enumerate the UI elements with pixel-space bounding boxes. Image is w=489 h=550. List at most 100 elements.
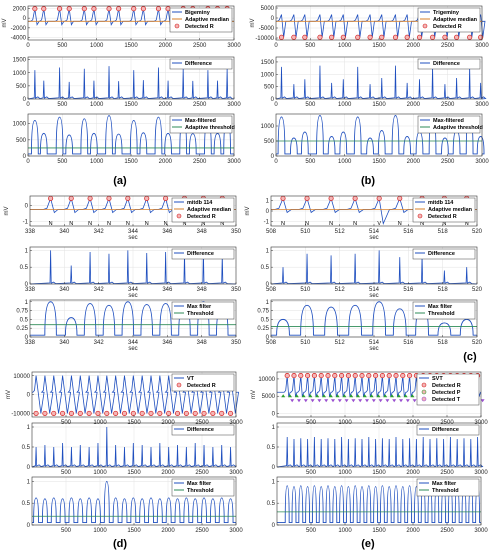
y-tick-label: 0 bbox=[271, 97, 275, 103]
y-tick-label: 1 bbox=[27, 425, 31, 431]
y-tick-label: 0 bbox=[266, 209, 270, 215]
detected-p-marker bbox=[315, 394, 320, 398]
detected-p-marker bbox=[349, 394, 354, 398]
panel-label-d: (d) bbox=[113, 538, 127, 550]
x-tick-label: 1500 bbox=[124, 159, 138, 165]
legend-label: Threshold bbox=[432, 488, 459, 494]
detected-r-marker bbox=[228, 410, 234, 416]
detected-r-marker bbox=[192, 410, 198, 416]
x-tick-label: 518 bbox=[438, 287, 449, 293]
legend-label: Adaptive median bbox=[185, 17, 230, 23]
detected-r-marker bbox=[201, 410, 207, 416]
legend-label: Difference bbox=[187, 251, 214, 257]
x-tick-label: 2500 bbox=[195, 470, 209, 476]
detected-r-marker bbox=[345, 373, 351, 379]
detected-p-marker bbox=[356, 394, 360, 398]
x-tick-label: 348 bbox=[197, 340, 208, 346]
detected-r-marker bbox=[60, 410, 66, 416]
detected-t-marker bbox=[351, 399, 356, 403]
y-tick-label: 1 bbox=[272, 425, 276, 431]
y-tick-label: 0.5 bbox=[261, 265, 270, 271]
x-tick-label: 2000 bbox=[407, 159, 421, 165]
x-tick-label: 2500 bbox=[193, 159, 207, 165]
detected-p-marker bbox=[328, 394, 333, 398]
x-tick-label: 500 bbox=[61, 470, 72, 476]
y-tick-label: 0 bbox=[23, 16, 27, 22]
x-tick-label: 3000 bbox=[474, 470, 488, 476]
detected-r-marker bbox=[404, 34, 410, 40]
y-tick-label: -2000 bbox=[11, 26, 27, 32]
y-tick-label: 5000 bbox=[261, 6, 275, 12]
difference-trace bbox=[276, 436, 484, 468]
x-tick-label: 500 bbox=[57, 102, 68, 108]
legend-label: Adaptive threshold bbox=[185, 125, 235, 131]
subplot-c5: 508 510 512 514 516 518 520 0 0.5 1 sec Difference bbox=[261, 246, 483, 299]
legend-box bbox=[416, 424, 480, 436]
x-tick-label: 350 bbox=[231, 229, 242, 235]
difference-trace bbox=[27, 66, 235, 100]
x-tick-label: 340 bbox=[59, 229, 70, 235]
x-tick-label: 2000 bbox=[159, 159, 173, 165]
x-tick-label: 2500 bbox=[440, 528, 454, 534]
x-tick-label: 512 bbox=[335, 287, 346, 293]
x-axis-label: sec bbox=[128, 235, 137, 241]
detected-r-marker bbox=[139, 410, 145, 416]
y-tick-label: 0 bbox=[27, 393, 31, 399]
y-tick-label: 0.5 bbox=[20, 265, 29, 271]
x-axis-label: sec bbox=[369, 293, 378, 299]
x-tick-label: 2000 bbox=[161, 470, 175, 476]
x-tick-label: 2000 bbox=[159, 102, 173, 108]
max-filter-trace bbox=[32, 480, 236, 524]
detected-r-marker bbox=[355, 34, 361, 40]
subplots-layer: 0 500 1000 1500 2000 2500 300020000-2000-4000m… bbox=[2, 5, 489, 534]
detected-r-marker bbox=[157, 410, 163, 416]
y-tick-label: 0 bbox=[272, 465, 276, 471]
beat-label: N bbox=[164, 221, 168, 227]
detected-r-marker bbox=[386, 373, 392, 379]
detected-r-marker bbox=[219, 410, 225, 416]
legend-marker bbox=[421, 389, 427, 395]
legend-box bbox=[169, 58, 233, 70]
x-tick-label: 346 bbox=[162, 287, 173, 293]
detected-r-marker bbox=[359, 373, 365, 379]
detected-r-marker bbox=[305, 373, 311, 379]
detected-r-marker bbox=[416, 34, 423, 40]
legend-label: Detected R bbox=[187, 214, 216, 220]
y-tick-label: 2000 bbox=[13, 6, 27, 12]
beat-label: N bbox=[49, 221, 53, 227]
legend-label: Detected T bbox=[432, 397, 461, 403]
x-tick-label: 338 bbox=[25, 287, 36, 293]
detected-p-marker bbox=[294, 394, 299, 398]
legend-label: Difference bbox=[432, 427, 459, 433]
x-tick-label: 348 bbox=[197, 229, 208, 235]
x-tick-label: 1000 bbox=[90, 43, 104, 49]
legend-label: Adaptive median bbox=[187, 207, 232, 213]
legend-label: Threshold bbox=[187, 311, 214, 317]
detected-r-marker bbox=[165, 6, 171, 12]
x-tick-label: 1500 bbox=[127, 528, 141, 534]
subplot-c2: 338 340 342 344 346 348 350 0 0.5 1 sec Difference bbox=[20, 246, 242, 299]
x-tick-label: 3000 bbox=[474, 420, 488, 426]
y-tick-label: 0.25 bbox=[16, 326, 28, 332]
subplot-a1: 0 500 1000 1500 2000 2500 3000 2000 0 -2000 -4000 m… bbox=[2, 5, 241, 49]
panel-label-a: (a) bbox=[113, 175, 127, 187]
x-tick-label: 3000 bbox=[229, 470, 243, 476]
y-tick-label: 10000 bbox=[13, 374, 30, 380]
x-tick-label: 348 bbox=[197, 287, 208, 293]
x-tick-label: 1500 bbox=[372, 43, 386, 49]
x-tick-label: 2500 bbox=[441, 43, 455, 49]
legend-box bbox=[171, 424, 235, 436]
detected-r-marker bbox=[397, 195, 403, 201]
beat-label: N bbox=[329, 221, 333, 227]
x-tick-label: 346 bbox=[162, 229, 173, 235]
detected-r-marker bbox=[131, 6, 137, 12]
y-tick-label: 1000 bbox=[261, 124, 275, 130]
x-tick-label: 1500 bbox=[127, 470, 141, 476]
legend-box bbox=[171, 248, 235, 260]
detected-r-marker bbox=[95, 410, 101, 416]
detected-t-marker bbox=[310, 399, 315, 403]
x-tick-label: 510 bbox=[300, 229, 311, 235]
detected-r-marker bbox=[183, 410, 189, 416]
y-tick-label: 0 bbox=[272, 523, 276, 529]
